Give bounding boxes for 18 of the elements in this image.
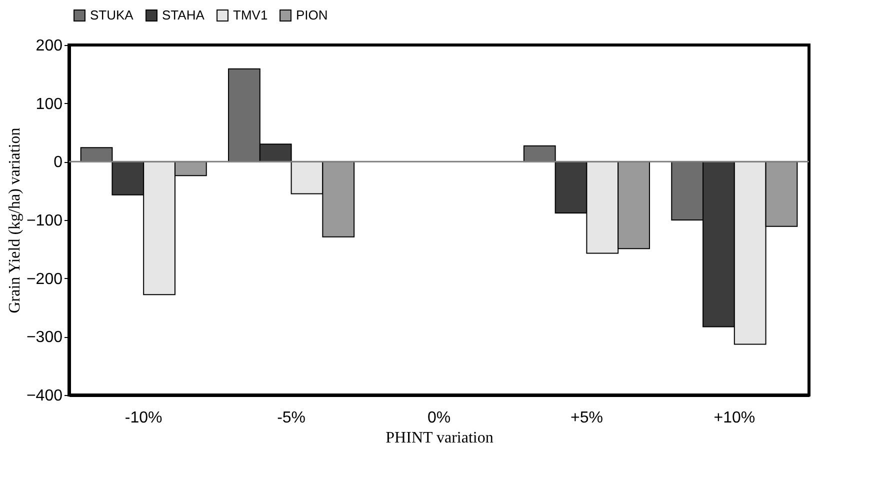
legend-label: TMV1 bbox=[233, 8, 268, 23]
y-tick-label: −300 bbox=[26, 329, 63, 346]
y-tick-label: −400 bbox=[26, 388, 63, 404]
y-axis-title: Grain Yield (kg/ha) variation bbox=[6, 128, 24, 314]
y-tick-label: −200 bbox=[26, 270, 63, 288]
x-tick-label: -5% bbox=[277, 410, 306, 426]
y-tick-label: 100 bbox=[36, 96, 63, 113]
x-tick-label: +10% bbox=[714, 410, 756, 426]
legend-label: STAHA bbox=[162, 8, 205, 23]
y-tick-label: −100 bbox=[26, 212, 63, 230]
x-tick-label: 0% bbox=[427, 410, 451, 426]
y-tick-label: 200 bbox=[36, 38, 63, 54]
y-tick-label: 0 bbox=[54, 154, 63, 172]
legend-label: STUKA bbox=[90, 8, 134, 23]
x-axis-title: PHINT variation bbox=[386, 430, 494, 446]
x-tick-label: -10% bbox=[124, 410, 162, 426]
legend-label: PION bbox=[296, 8, 328, 23]
x-tick-label: +5% bbox=[570, 410, 603, 426]
